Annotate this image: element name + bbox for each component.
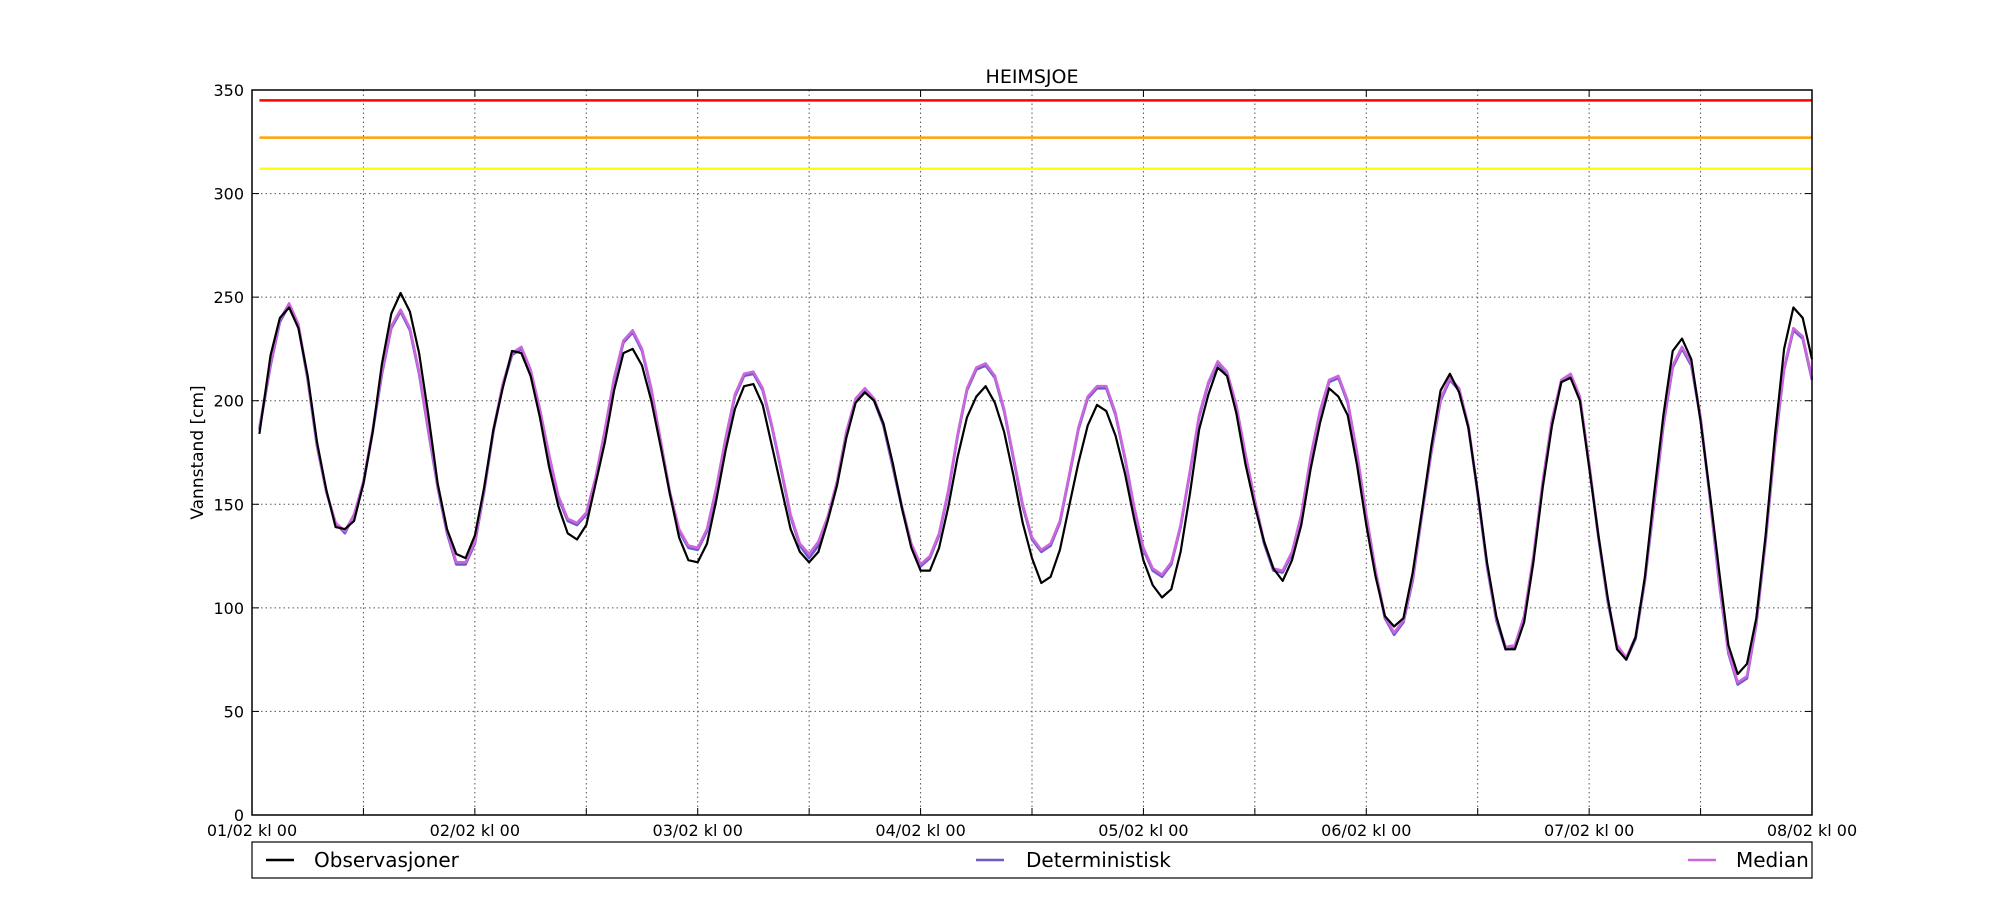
x-tick-label: 01/02 kl 00 bbox=[207, 821, 297, 840]
legend: Observasjoner Deterministisk Median bbox=[251, 841, 1813, 879]
y-tick-label: 150 bbox=[213, 495, 244, 514]
x-tick-label: 04/02 kl 00 bbox=[875, 821, 965, 840]
chart-title: HEIMSJOE bbox=[986, 66, 1079, 88]
y-tick-label: 350 bbox=[213, 81, 244, 100]
x-tick-label: 07/02 kl 00 bbox=[1544, 821, 1634, 840]
x-tick-label: 08/02 kl 00 bbox=[1767, 821, 1857, 840]
y-tick-label: 200 bbox=[213, 392, 244, 411]
x-tick-label: 06/02 kl 00 bbox=[1321, 821, 1411, 840]
x-tick-label: 05/02 kl 00 bbox=[1098, 821, 1188, 840]
axis-ticks: 0 50 100 150 200 250 300 350 01/02 kl 00 02/02 kl… bbox=[207, 81, 1857, 840]
legend-frame bbox=[251, 841, 1813, 879]
series-line-median bbox=[258, 302, 1814, 684]
y-tick-label: 300 bbox=[213, 185, 244, 204]
y-axis-label: Vannstand [cm] bbox=[188, 385, 208, 519]
threshold-lines bbox=[259, 99, 1812, 170]
legend-label: Median bbox=[1736, 848, 1809, 872]
y-tick-label: 50 bbox=[224, 702, 244, 721]
legend-label: Deterministisk bbox=[1026, 848, 1171, 872]
legend-label: Observasjoner bbox=[314, 848, 460, 872]
y-tick-label: 0 bbox=[234, 806, 244, 825]
y-tick-label: 100 bbox=[213, 599, 244, 618]
legend-items: Observasjoner Deterministisk Median bbox=[266, 848, 1809, 872]
series-lines bbox=[258, 291, 1814, 686]
series-line-observasjoner bbox=[258, 291, 1814, 676]
x-tick-label: 02/02 kl 00 bbox=[430, 821, 520, 840]
y-tick-label: 250 bbox=[213, 288, 244, 307]
grid bbox=[252, 90, 1812, 815]
x-tick-label: 03/02 kl 00 bbox=[653, 821, 743, 840]
